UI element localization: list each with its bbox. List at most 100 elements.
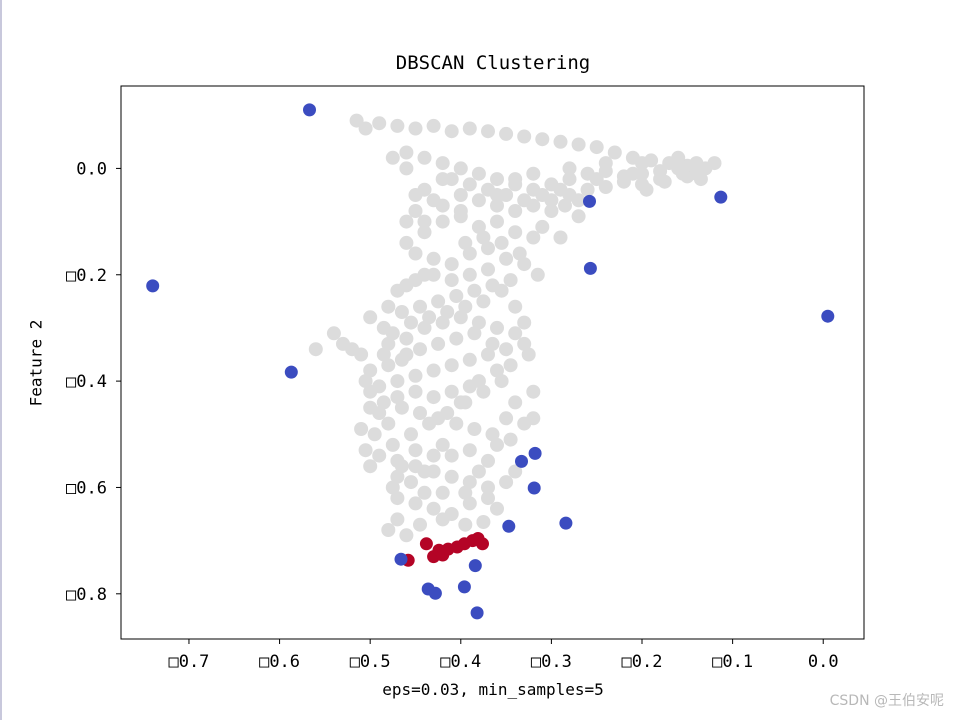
data-point — [481, 491, 495, 506]
data-point — [481, 241, 495, 256]
x-tick-label: □0.6 — [259, 652, 300, 672]
data-point — [671, 150, 686, 165]
data-point — [440, 406, 455, 420]
data-point — [499, 475, 514, 490]
data-point — [146, 279, 160, 293]
data-point — [553, 182, 568, 197]
data-point — [385, 326, 400, 341]
data-point — [435, 156, 450, 171]
data-point — [476, 230, 491, 245]
data-point — [476, 294, 491, 309]
x-axis-ticks: □0.7 □0.6 □0.5 □0.4 □0.3 □0.2 □0.1 0.0 — [168, 639, 839, 672]
data-point — [408, 368, 423, 383]
data-point — [426, 448, 441, 463]
data-point — [426, 251, 441, 266]
data-point — [530, 267, 545, 282]
data-point — [481, 347, 495, 362]
data-point — [444, 469, 459, 484]
data-point — [508, 299, 523, 314]
data-point — [372, 448, 387, 463]
data-point — [462, 496, 477, 511]
data-point — [394, 352, 409, 367]
data-point — [419, 537, 433, 551]
data-point — [467, 422, 482, 436]
data-point — [616, 174, 631, 189]
data-point — [358, 121, 373, 136]
data-point — [571, 193, 586, 208]
data-point — [508, 395, 523, 410]
data-point — [408, 384, 423, 399]
data-point — [512, 246, 527, 261]
data-point — [508, 172, 523, 187]
data-point — [476, 537, 489, 551]
data-point — [444, 273, 459, 288]
data-point — [462, 379, 477, 394]
data-point — [428, 586, 442, 600]
data-point — [471, 219, 486, 234]
data-point — [381, 336, 396, 351]
data-point — [408, 246, 423, 261]
data-point — [481, 453, 495, 468]
data-point — [413, 406, 427, 420]
data-point — [553, 230, 568, 245]
data-point — [462, 475, 477, 490]
data-point — [526, 230, 541, 245]
data-point — [394, 305, 409, 319]
data-point — [426, 267, 441, 282]
data-point — [385, 437, 400, 452]
data-point — [535, 219, 550, 234]
data-point — [707, 156, 722, 171]
data-point — [381, 299, 396, 314]
data-point — [444, 257, 459, 272]
window-edge — [0, 0, 2, 720]
data-point — [449, 331, 464, 346]
data-point — [458, 235, 473, 250]
data-point — [471, 193, 486, 208]
data-point — [435, 437, 450, 452]
data-point — [358, 374, 373, 389]
data-point — [413, 342, 427, 357]
data-point — [503, 358, 518, 373]
data-point — [381, 358, 396, 373]
x-tick-label: □0.1 — [712, 652, 753, 672]
data-point — [417, 214, 432, 229]
data-point — [417, 320, 432, 335]
data-point — [385, 480, 400, 495]
data-point — [435, 512, 450, 527]
data-point — [467, 283, 482, 298]
data-point — [462, 443, 477, 458]
data-point — [336, 336, 350, 351]
data-point — [284, 365, 298, 379]
y-tick-label: □0.4 — [66, 372, 107, 392]
data-point — [490, 363, 504, 378]
data-point — [444, 124, 459, 139]
data-point — [598, 180, 613, 194]
data-point — [435, 485, 450, 500]
data-point — [444, 384, 459, 399]
data-point — [490, 214, 504, 229]
data-point — [490, 320, 504, 335]
data-point — [408, 121, 423, 136]
data-point — [385, 150, 400, 165]
data-point — [639, 182, 654, 197]
data-point — [485, 336, 500, 351]
x-tick-label: □0.3 — [531, 652, 572, 672]
x-tick-label: 0.0 — [808, 652, 839, 672]
data-point — [502, 519, 516, 533]
data-point — [399, 214, 414, 229]
x-axis-label: eps=0.03, min_samples=5 — [382, 680, 604, 699]
data-point — [426, 501, 441, 516]
y-tick-label: □0.8 — [66, 585, 107, 605]
data-point — [394, 400, 409, 415]
data-point — [440, 305, 455, 319]
data-point — [521, 347, 536, 362]
data-point — [408, 204, 423, 218]
data-point — [657, 174, 672, 189]
data-point — [408, 273, 423, 288]
data-point — [470, 606, 484, 620]
data-point — [490, 198, 504, 213]
data-point — [426, 390, 441, 405]
data-point — [535, 132, 550, 147]
data-point — [390, 512, 405, 527]
